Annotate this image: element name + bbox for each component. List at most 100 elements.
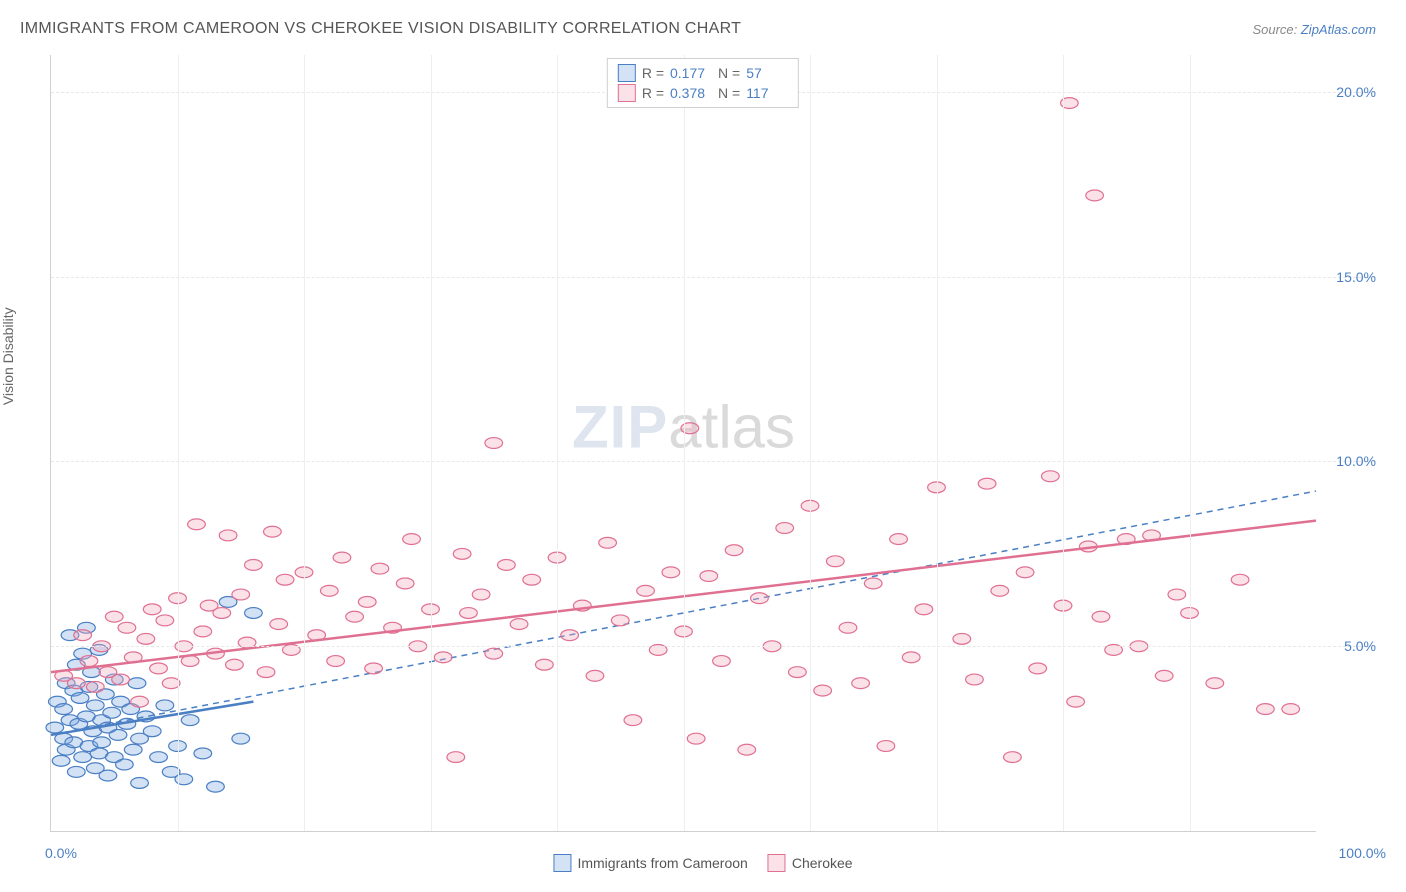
scatter-point-cameroon [131,778,149,789]
scatter-point-cherokee [1092,611,1110,622]
stat-r-label: R = [642,85,664,101]
y-tick-label: 10.0% [1336,453,1376,469]
grid-line-v [431,55,432,831]
scatter-point-cameroon [71,693,89,704]
stat-r-label: R = [642,65,664,81]
swatch-cameroon [553,854,571,872]
scatter-point-cherokee [991,585,1009,596]
scatter-point-cherokee [700,571,718,582]
source-link[interactable]: ZipAtlas.com [1301,22,1376,37]
scatter-point-cherokee [333,552,351,563]
scatter-point-cherokee [1004,752,1022,763]
scatter-point-cherokee [485,648,503,659]
x-tick-label: 0.0% [45,845,77,861]
legend-label: Immigrants from Cameroon [577,855,747,871]
scatter-point-cherokee [561,630,579,641]
scatter-point-cherokee [852,678,870,689]
scatter-point-cherokee [346,611,364,622]
scatter-point-cherokee [358,596,376,607]
scatter-point-cherokee [213,608,231,619]
scatter-point-cherokee [485,438,503,449]
scatter-point-cherokee [1257,704,1275,715]
scatter-point-cherokee [915,604,933,615]
scatter-point-cherokee [270,619,288,630]
scatter-point-cherokee [194,626,212,637]
scatter-point-cherokee [137,633,155,644]
scatter-point-cherokee [586,670,604,681]
scatter-point-cherokee [864,578,882,589]
stats-row-cherokee: R =0.378N =117 [618,83,788,103]
scatter-point-cherokee [826,556,844,567]
y-tick-label: 15.0% [1336,269,1376,285]
scatter-point-cherokee [611,615,629,626]
scatter-point-cameroon [128,678,146,689]
scatter-point-cameroon [103,707,121,718]
scatter-point-cherokee [662,567,680,578]
chart-title: IMMIGRANTS FROM CAMEROON VS CHEROKEE VIS… [20,20,741,38]
scatter-point-cherokee [257,667,275,678]
scatter-point-cameroon [93,737,111,748]
scatter-point-cherokee [232,589,250,600]
scatter-point-cameroon [55,704,73,715]
scatter-point-cameroon [46,722,64,733]
plot-area: ZIPatlas 5.0%10.0%15.0%20.0%0.0%100.0% [50,55,1316,832]
scatter-point-cherokee [219,530,237,541]
scatter-point-cherokee [535,659,553,670]
scatter-point-cherokee [453,548,471,559]
scatter-point-cameroon [207,781,225,792]
grid-line-v [810,55,811,831]
scatter-point-cherokee [365,663,383,674]
scatter-point-cherokee [1086,190,1104,201]
scatter-point-cherokee [264,526,282,537]
scatter-point-cherokee [188,519,206,530]
scatter-point-cherokee [320,585,338,596]
scatter-point-cherokee [966,674,984,685]
scatter-point-cherokee [156,615,174,626]
scatter-point-cherokee [434,652,452,663]
scatter-point-cherokee [738,744,756,755]
scatter-point-cherokee [523,574,541,585]
stat-r-value: 0.177 [670,65,712,81]
grid-line-h [51,461,1376,462]
scatter-point-cherokee [150,663,168,674]
scatter-point-cameroon [194,748,212,759]
scatter-point-cherokee [396,578,414,589]
grid-line-v [557,55,558,831]
scatter-point-cherokee [1029,663,1047,674]
scatter-point-cherokee [637,585,655,596]
stat-n-label: N = [718,85,740,101]
scatter-point-cameroon [143,726,161,737]
scatter-point-cherokee [776,523,794,534]
scatter-point-cherokee [902,652,920,663]
scatter-point-cameroon [245,608,263,619]
scatter-point-cherokee [327,656,345,667]
scatter-point-cherokee [814,685,832,696]
legend-label: Cherokee [792,855,853,871]
scatter-point-cherokee [112,674,130,685]
scatter-point-cherokee [498,560,516,571]
scatter-point-cameroon [109,729,127,740]
scatter-point-cherokee [143,604,161,615]
scatter-point-cameroon [67,766,85,777]
scatter-point-cherokee [890,534,908,545]
scatter-point-cameroon [116,759,134,770]
scatter-point-cherokee [447,752,465,763]
scatter-point-cherokee [403,534,421,545]
grid-line-h [51,646,1376,647]
grid-line-v [178,55,179,831]
legend-item-cameroon[interactable]: Immigrants from Cameroon [553,854,747,872]
y-tick-label: 20.0% [1336,84,1376,100]
stat-n-value: 117 [746,85,788,101]
grid-line-h [51,277,1376,278]
scatter-point-cherokee [510,619,528,630]
scatter-point-cherokee [839,622,857,633]
scatter-point-cherokee [371,563,389,574]
grid-line-v [304,55,305,831]
scatter-point-cherokee [1067,696,1085,707]
scatter-point-cherokee [953,633,971,644]
scatter-point-cameroon [232,733,250,744]
scatter-point-cherokee [877,741,895,752]
scatter-point-cherokee [86,681,104,692]
grid-line-v [684,55,685,831]
legend-item-cherokee[interactable]: Cherokee [768,854,853,872]
